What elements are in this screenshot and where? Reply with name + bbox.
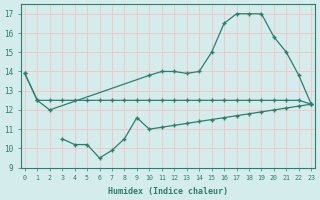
X-axis label: Humidex (Indice chaleur): Humidex (Indice chaleur) [108,187,228,196]
